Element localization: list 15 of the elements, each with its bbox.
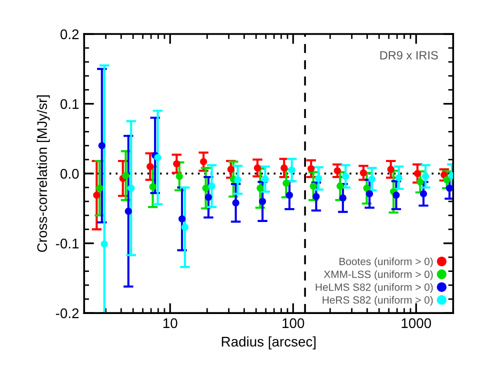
x-tick-label: 10: [163, 318, 178, 328]
x-tick-label: 100: [282, 318, 304, 328]
y-tick-label: 0.0: [60, 168, 79, 179]
annotation: DR9 x IRIS: [380, 51, 438, 60]
x-tick-label: 1000: [402, 318, 432, 328]
legend-label: HeLMS S82 (uniform > 0): [316, 283, 433, 293]
x-axis-title: Radius [arcsec]: [222, 336, 316, 350]
y-tick-label: 0.1: [60, 99, 79, 109]
legend-label: XMM-LSS (uniform > 0): [324, 270, 433, 280]
y-tick-label: 0.2: [60, 29, 79, 40]
legend-label: Bootes (uniform > 0): [340, 258, 433, 268]
y-tick-label: -0.2: [56, 308, 79, 318]
y-axis-title: Cross-correlation [MJy/sr]: [36, 95, 50, 252]
legend-label: HeRS S82 (uniform > 0): [322, 296, 433, 306]
y-tick-label: -0.1: [56, 238, 79, 248]
